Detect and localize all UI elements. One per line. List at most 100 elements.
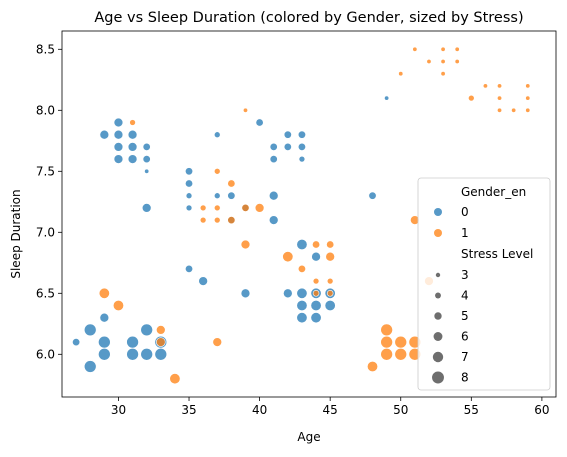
data-point-gender-0 <box>185 204 193 212</box>
data-point-gender-1 <box>497 95 503 101</box>
data-point-gender-1 <box>214 216 221 224</box>
data-point-gender-0 <box>297 142 306 151</box>
x-tick-label: 35 <box>181 403 196 417</box>
data-point-gender-0 <box>298 155 306 163</box>
y-tick-label: 7.0 <box>36 225 55 239</box>
data-point-gender-0 <box>113 154 124 164</box>
data-point-gender-1 <box>312 277 320 285</box>
data-point-gender-0 <box>83 360 97 373</box>
data-point-gender-1 <box>380 348 393 361</box>
data-point-gender-1 <box>326 277 334 285</box>
data-point-gender-1 <box>412 46 418 52</box>
data-point-gender-1 <box>282 251 294 263</box>
data-point-gender-0 <box>296 287 308 299</box>
data-point-gender-0 <box>144 168 150 174</box>
data-point-gender-0 <box>154 348 168 361</box>
y-tick-label: 6.5 <box>36 286 55 300</box>
data-point-gender-1 <box>394 335 407 349</box>
data-point-gender-1 <box>227 179 236 188</box>
legend-size-marker <box>435 292 441 299</box>
data-point-gender-0 <box>255 118 264 127</box>
data-point-gender-1 <box>214 168 221 175</box>
data-point-gender-0 <box>127 154 138 164</box>
data-point-gender-0 <box>198 276 208 286</box>
y-tick-label: 7.5 <box>36 164 55 178</box>
legend-box <box>417 177 551 391</box>
data-point-gender-0 <box>324 299 336 311</box>
data-point-gender-0 <box>126 335 139 349</box>
legend-size-label: 4 <box>461 289 469 303</box>
data-point-gender-1 <box>380 323 393 337</box>
data-point-gender-0 <box>126 348 139 361</box>
axes: 30 35 40 45 50 55 606.06.57.07.58.08.5 <box>36 30 557 417</box>
data-point-gender-1 <box>440 58 446 64</box>
data-point-gender-1 <box>240 239 251 250</box>
data-point-gender-1 <box>525 107 531 113</box>
legend-hue-label: 1 <box>461 226 469 240</box>
data-point-gender-0 <box>99 312 110 323</box>
data-point-gender-0 <box>268 190 279 201</box>
data-point-gender-1 <box>394 348 407 361</box>
data-point-gender-0 <box>311 251 321 262</box>
data-point-gender-0 <box>269 142 278 151</box>
data-point-gender-1 <box>312 290 320 297</box>
data-point-gender-0 <box>368 191 377 200</box>
y-tick-label: 8.5 <box>36 42 55 56</box>
data-point-gender-0 <box>99 129 110 140</box>
legend-size-marker <box>432 371 444 384</box>
legend-size-label: 8 <box>461 371 469 385</box>
data-point-gender-0 <box>142 155 151 164</box>
data-point-gender-1 <box>326 240 335 249</box>
data-point-gender-0 <box>283 142 292 151</box>
data-point-gender-1 <box>497 83 503 89</box>
data-point-gender-0 <box>283 288 293 299</box>
data-point-gender-0 <box>214 131 221 138</box>
data-point-gender-1 <box>199 204 207 212</box>
data-point-gender-0 <box>140 348 153 361</box>
data-point-gender-1 <box>242 107 248 113</box>
x-tick-label: 30 <box>111 403 126 417</box>
legend-size-marker <box>433 332 443 341</box>
data-point-gender-0 <box>269 155 278 164</box>
data-point-gender-1 <box>241 203 250 212</box>
data-point-gender-1 <box>214 204 221 212</box>
y-tick-label: 6.0 <box>36 347 55 361</box>
chart-title: Age vs Sleep Duration (colored by Gender… <box>94 10 523 26</box>
data-point-gender-1 <box>112 299 124 311</box>
data-point-gender-0 <box>296 312 308 324</box>
data-point-gender-0 <box>185 179 194 188</box>
data-point-gender-1 <box>482 83 488 89</box>
legend-size-label: 3 <box>461 268 469 282</box>
data-point-gender-0 <box>98 335 111 349</box>
data-point-gender-0 <box>113 129 124 140</box>
legend-swatch-gender-1 <box>434 229 442 237</box>
data-point-gender-0 <box>83 323 97 337</box>
data-point-gender-0 <box>113 117 124 128</box>
data-point-gender-1 <box>468 94 475 102</box>
legend-size-label: 5 <box>461 309 469 323</box>
plot-marks <box>72 46 531 385</box>
data-point-gender-1 <box>454 46 460 52</box>
data-point-gender-1 <box>380 335 393 349</box>
data-point-gender-1 <box>129 119 136 126</box>
data-point-gender-1 <box>440 71 446 77</box>
x-tick-label: 60 <box>534 403 549 417</box>
legend-size-marker <box>435 272 441 278</box>
x-tick-label: 50 <box>393 403 408 417</box>
data-point-gender-1 <box>169 373 181 385</box>
data-point-gender-1 <box>227 216 236 225</box>
data-point-gender-0 <box>283 130 292 139</box>
data-point-gender-0 <box>185 264 194 273</box>
y-axis-label: Sleep Duration <box>9 189 23 278</box>
data-point-gender-0 <box>98 348 111 361</box>
data-point-gender-1 <box>98 287 110 299</box>
legend-size-label: 7 <box>461 350 469 364</box>
data-point-gender-0 <box>113 142 124 152</box>
data-point-gender-0 <box>227 191 236 200</box>
data-point-gender-0 <box>268 215 279 225</box>
data-point-gender-0 <box>240 288 251 299</box>
legend-size-marker <box>434 312 442 320</box>
data-point-gender-0 <box>142 142 151 151</box>
